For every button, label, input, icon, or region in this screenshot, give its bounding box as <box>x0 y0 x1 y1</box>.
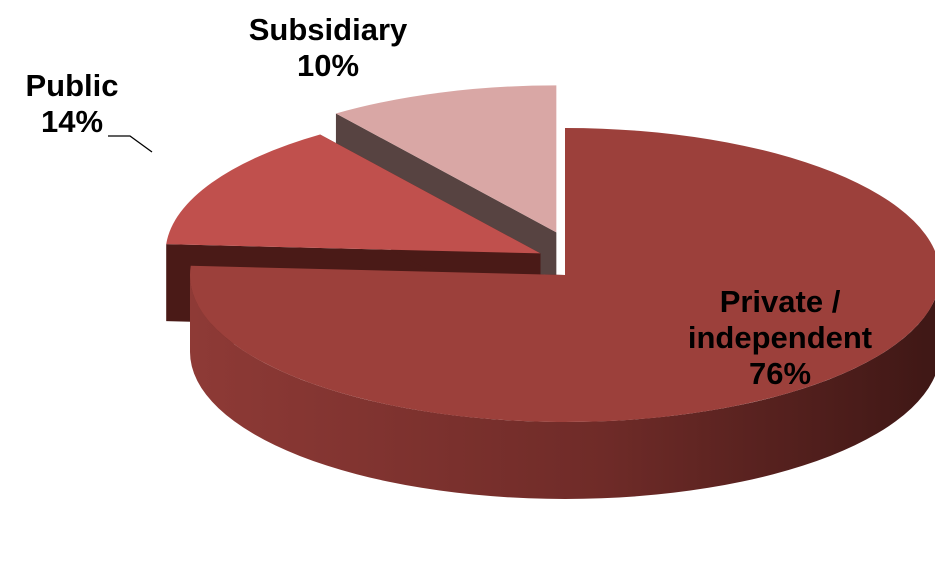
slice-private-independent-label: independent <box>688 320 872 355</box>
slice-subsidiary <box>335 85 557 233</box>
slice-subsidiary-value-label: 10% <box>297 48 359 83</box>
slice-private-independent <box>190 128 935 422</box>
slice-public-value-label: 14% <box>41 104 103 139</box>
slice-subsidiary-label: Subsidiary <box>249 12 408 47</box>
slice-public-leader-line <box>108 135 153 153</box>
slice-private-independent-value-label: 76% <box>749 356 811 391</box>
slice-private-independent-label: Private / <box>720 284 841 319</box>
slice-tops <box>166 85 935 422</box>
slice-private-independent-side <box>190 275 935 499</box>
slice-public <box>166 134 541 254</box>
slice-public-label: Public <box>25 68 118 103</box>
